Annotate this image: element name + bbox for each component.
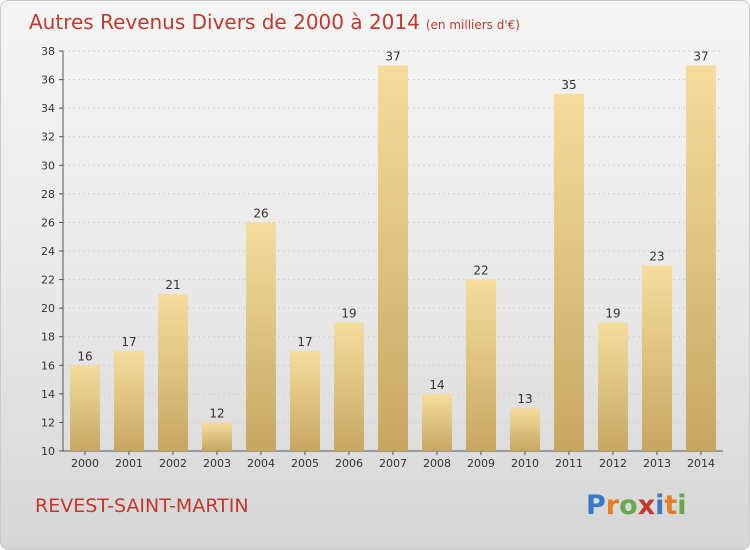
- x-tick-label: 2004: [247, 457, 275, 470]
- proxiti-logo: Proxiti: [586, 490, 687, 521]
- bar-value-label: 21: [165, 278, 180, 292]
- x-tick-label: 2001: [115, 457, 143, 470]
- town-name: REVEST-SAINT-MARTIN: [35, 495, 249, 517]
- bar-value-label: 17: [297, 335, 312, 349]
- bar-value-label: 16: [77, 349, 92, 363]
- bar: [334, 322, 364, 451]
- logo-letter: x: [637, 490, 656, 521]
- x-tick-label: 2012: [599, 457, 627, 470]
- x-tick-label: 2002: [159, 457, 187, 470]
- y-tick-label: 20: [41, 302, 55, 315]
- y-tick-label: 16: [41, 359, 55, 372]
- logo-letter: o: [619, 490, 638, 521]
- y-tick-label: 36: [41, 74, 55, 87]
- logo-letter: i: [655, 490, 665, 521]
- logo-letter: t: [664, 490, 678, 521]
- bar: [554, 93, 584, 451]
- bar: [246, 222, 276, 451]
- bar: [686, 65, 716, 452]
- y-tick-label: 10: [41, 445, 55, 458]
- bar-value-label: 14: [429, 378, 444, 392]
- bar: [642, 265, 672, 451]
- bar: [290, 351, 320, 451]
- logo-letter: P: [586, 490, 606, 521]
- y-tick-label: 28: [41, 188, 55, 201]
- x-tick-label: 2007: [379, 457, 407, 470]
- x-tick-label: 2008: [423, 457, 451, 470]
- bar: [466, 279, 496, 451]
- bar: [114, 351, 144, 451]
- y-tick-label: 34: [41, 102, 55, 115]
- bar-value-label: 35: [561, 78, 576, 92]
- x-tick-label: 2011: [555, 457, 583, 470]
- x-tick-label: 2006: [335, 457, 363, 470]
- bar-value-label: 19: [605, 306, 620, 320]
- bar-value-label: 37: [693, 49, 708, 63]
- y-tick-label: 32: [41, 131, 55, 144]
- x-tick-label: 2013: [643, 457, 671, 470]
- bar-value-label: 26: [253, 206, 268, 220]
- y-tick-label: 30: [41, 159, 55, 172]
- bar-value-label: 17: [121, 335, 136, 349]
- y-tick-label: 26: [41, 216, 55, 229]
- x-tick-label: 2003: [203, 457, 231, 470]
- y-tick-label: 18: [41, 331, 55, 344]
- bar-value-label: 37: [385, 49, 400, 63]
- bar: [202, 422, 232, 451]
- bar: [422, 393, 452, 451]
- bar-value-label: 12: [209, 406, 224, 420]
- logo-letter: r: [605, 490, 620, 521]
- y-tick-label: 24: [41, 245, 55, 258]
- chart-title: Autres Revenus Divers de 2000 à 2014 (en …: [29, 10, 520, 34]
- y-tick-label: 14: [41, 388, 55, 401]
- bar-value-label: 22: [473, 264, 488, 278]
- title-unit: (en milliers d'€): [425, 18, 520, 32]
- bar-value-label: 23: [649, 249, 664, 263]
- y-tick-label: 22: [41, 274, 55, 287]
- bar-value-label: 19: [341, 306, 356, 320]
- x-tick-label: 2000: [71, 457, 99, 470]
- x-tick-label: 2005: [291, 457, 319, 470]
- bar: [378, 65, 408, 452]
- title-text: Autres Revenus Divers de 2000 à 2014: [29, 10, 420, 34]
- x-tick-label: 2010: [511, 457, 539, 470]
- y-tick-label: 12: [41, 416, 55, 429]
- x-tick-label: 2014: [687, 457, 715, 470]
- x-tick-label: 2009: [467, 457, 495, 470]
- bar: [158, 293, 188, 451]
- bar: [70, 365, 100, 451]
- bar-value-label: 13: [517, 392, 532, 406]
- y-tick-label: 38: [41, 45, 55, 58]
- logo-letter: i: [677, 490, 687, 521]
- bar: [598, 322, 628, 451]
- bar: [510, 408, 540, 451]
